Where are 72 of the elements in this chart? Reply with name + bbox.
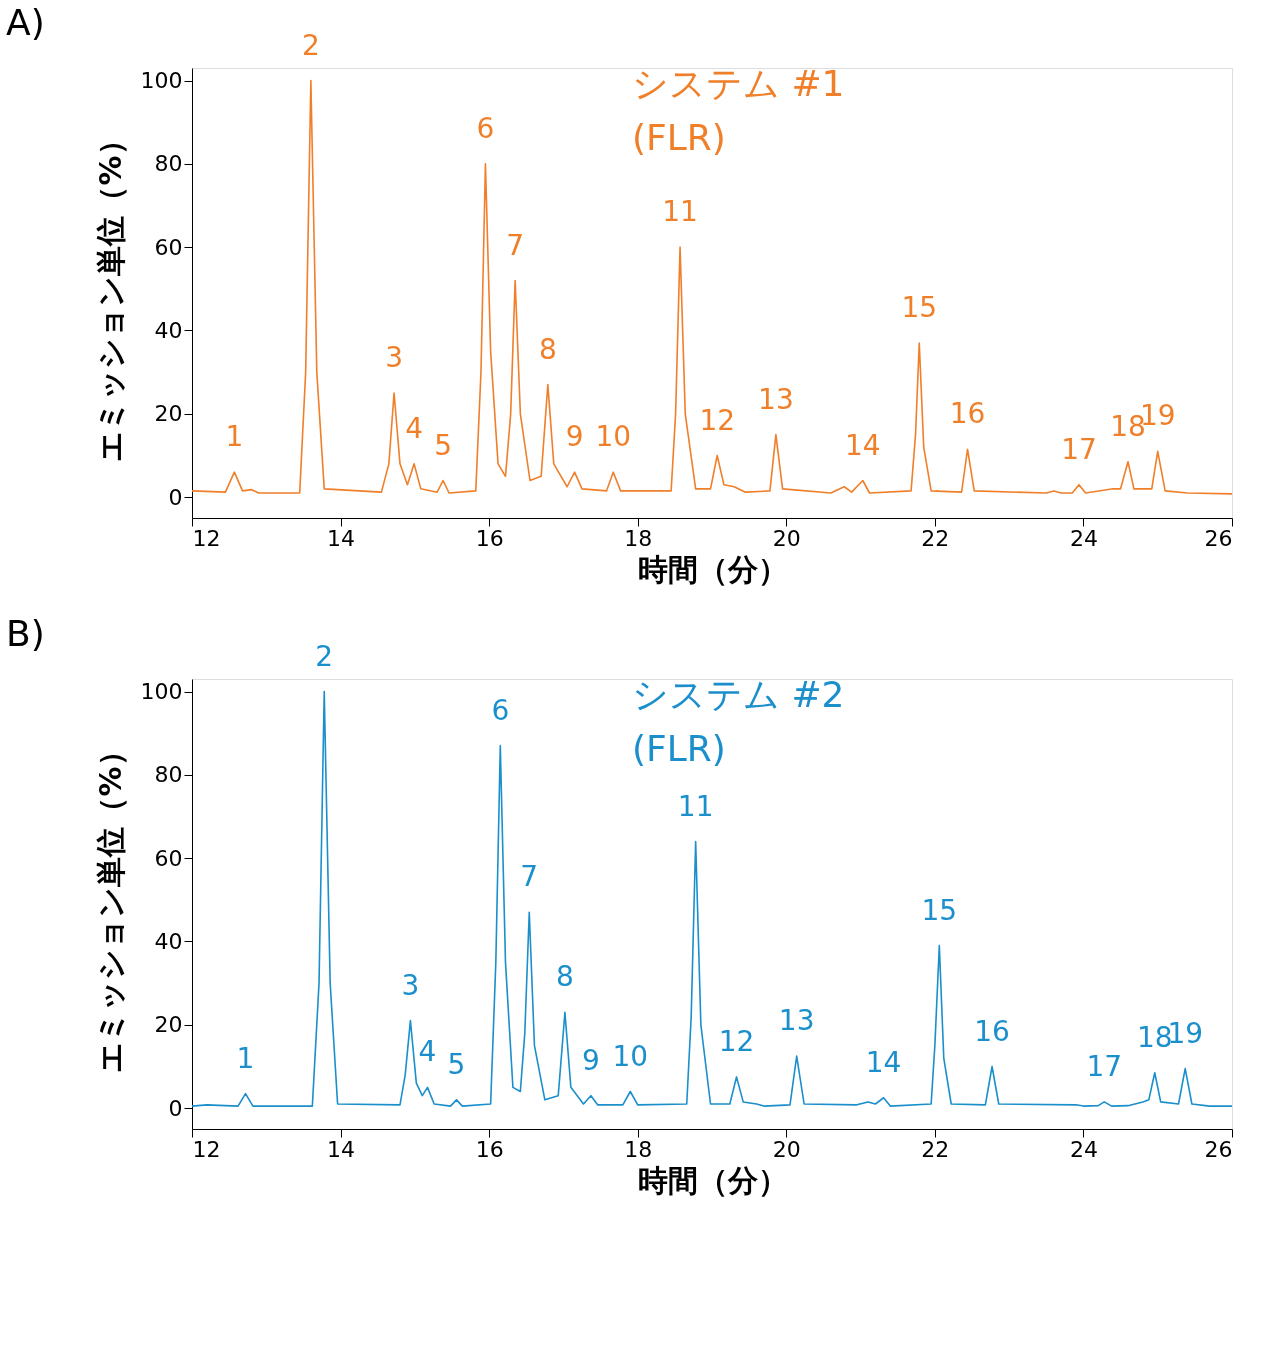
annotation: 5 — [434, 428, 452, 462]
x-tick-label: 20 — [772, 1136, 801, 1162]
annotation: 13 — [778, 1004, 815, 1038]
annotation: 6 — [476, 111, 495, 145]
x-tick-label: 12 — [192, 1136, 221, 1162]
annotation: 15 — [901, 291, 938, 324]
y-axis-title: エミッション単位（%） — [92, 125, 128, 462]
y-tick-label: 80 — [154, 762, 183, 788]
y-tick-label: 20 — [154, 401, 183, 427]
annotation: 1 — [225, 420, 244, 454]
x-tick-label: 14 — [327, 525, 356, 551]
x-tick-label: 22 — [921, 1136, 950, 1162]
annotation: 4 — [405, 411, 424, 445]
annotation: 4 — [418, 1035, 437, 1069]
y-axis-title: エミッション単位（%） — [92, 736, 128, 1073]
annotation: 3 — [401, 968, 420, 1002]
x-tick-label: 22 — [921, 525, 950, 551]
annotation: 15 — [921, 893, 958, 927]
annotation: 3 — [385, 341, 403, 374]
y-tick-label: 80 — [154, 151, 183, 177]
chart-title: B) — [6, 612, 45, 654]
y-tick-label: 100 — [140, 679, 183, 704]
x-axis-title: 時間（分） — [637, 551, 788, 587]
annotation: 11 — [662, 195, 698, 229]
annotation: 7 — [520, 860, 539, 894]
annotation: 5 — [447, 1047, 466, 1081]
annotation: 8 — [556, 960, 574, 994]
x-tick-label: 12 — [192, 525, 221, 551]
x-tick-label: 14 — [327, 1136, 356, 1162]
y-tick-label: 20 — [154, 1012, 183, 1038]
annotation: 12 — [718, 1024, 755, 1058]
x-axis-title: 時間（分） — [637, 1162, 788, 1198]
y-tick-label: 60 — [154, 845, 183, 871]
annotation: 16 — [949, 397, 986, 431]
annotation: 6 — [491, 693, 510, 727]
annotation: システム #2 — [632, 674, 845, 715]
annotation: 16 — [974, 1014, 1010, 1048]
chart-title: A) — [6, 1, 45, 43]
annotation: 9 — [565, 420, 584, 454]
annotation: システム #1 — [632, 63, 845, 104]
annotation: 8 — [538, 332, 557, 366]
x-tick-label: 26 — [1204, 1136, 1233, 1162]
annotation: 12 — [699, 403, 736, 437]
annotation: 9 — [582, 1043, 600, 1077]
x-tick-label: 18 — [624, 525, 653, 551]
x-tick-label: 16 — [475, 1136, 504, 1162]
y-tick-label: 0 — [168, 1095, 183, 1121]
y-tick-label: 40 — [154, 318, 183, 343]
annotation: 10 — [595, 420, 632, 454]
x-tick-label: 24 — [1069, 525, 1098, 551]
annotation: 14 — [865, 1045, 902, 1079]
x-tick-label: 24 — [1069, 1136, 1098, 1162]
annotation: (FLR) — [632, 728, 726, 769]
annotation: 2 — [301, 28, 320, 62]
annotation: 7 — [506, 228, 525, 262]
y-tick-label: 100 — [140, 68, 183, 93]
annotation: 17 — [1061, 432, 1097, 466]
x-tick-label: 20 — [772, 525, 801, 551]
y-tick-label: 60 — [154, 234, 183, 260]
annotation: 1 — [236, 1041, 255, 1075]
annotation: 13 — [758, 382, 794, 416]
annotation: 14 — [844, 428, 881, 462]
annotation: 11 — [677, 789, 714, 823]
x-tick-label: 26 — [1204, 525, 1233, 551]
x-tick-label: 18 — [624, 1136, 653, 1162]
y-tick-label: 0 — [168, 484, 183, 510]
annotation: (FLR) — [632, 117, 726, 158]
y-tick-label: 40 — [154, 929, 183, 954]
x-tick-label: 16 — [475, 525, 504, 551]
annotation: 17 — [1086, 1049, 1123, 1083]
annotation: 10 — [612, 1039, 649, 1073]
annotation: 2 — [315, 639, 334, 673]
